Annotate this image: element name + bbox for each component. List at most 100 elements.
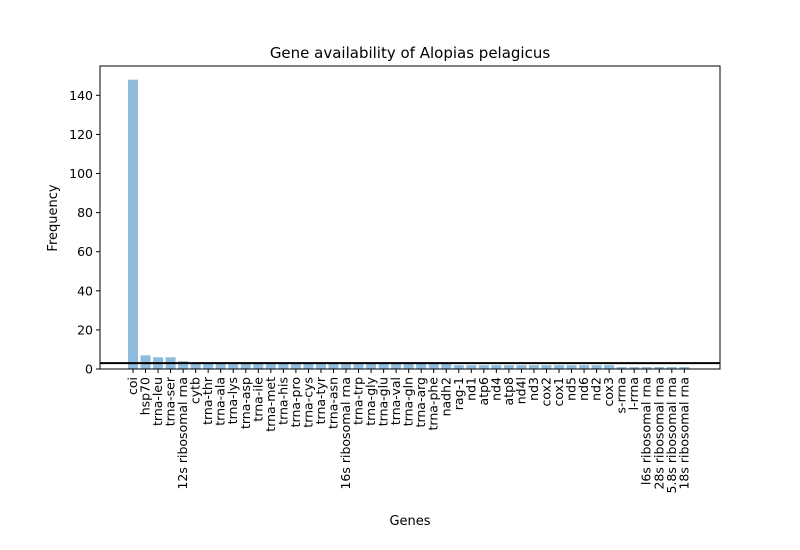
- bar-nd2: [591, 365, 602, 369]
- x-tick-label: trna-leu: [150, 377, 165, 426]
- x-tick-label: trna-ser: [163, 376, 178, 426]
- x-tick-label: coi: [125, 377, 140, 395]
- x-tick-label: s-rrna: [614, 377, 629, 413]
- x-tick-label: trna-cys: [300, 377, 315, 428]
- bar-atp8: [503, 365, 514, 369]
- y-tick-label: 20: [77, 322, 93, 337]
- x-tick-label: trna-asn: [325, 377, 340, 429]
- bar-trna-tyr: [315, 363, 326, 369]
- x-tick-label: 12s ribosomal rna: [175, 377, 190, 490]
- bar-trna-asp: [240, 363, 251, 369]
- x-tick-label: nd1: [463, 377, 478, 401]
- bar-trna-ala: [215, 363, 226, 369]
- bar-trna-gly: [366, 363, 377, 369]
- x-tick-label: trna-lys: [225, 377, 240, 424]
- x-tick-label: trna-glu: [376, 377, 391, 426]
- x-tick-label: trna-ile: [250, 377, 265, 422]
- x-tick-label: trna-phe: [426, 377, 441, 431]
- x-tick-label: nd3: [526, 377, 541, 401]
- bar-trna-pro: [290, 363, 301, 369]
- bar-5-8s-ribosomal-rna: [666, 367, 677, 369]
- y-tick-label: 100: [69, 166, 93, 181]
- x-tick-label: nd4: [488, 377, 503, 401]
- y-axis-label: Frequency: [46, 184, 61, 251]
- x-tick-label: atp8: [501, 377, 516, 405]
- y-tick-label: 60: [77, 244, 93, 259]
- x-tick-label: 18s ribosomal rna: [676, 377, 691, 490]
- bar-28s-ribosomal-rna: [654, 367, 665, 369]
- x-tick-label: trna-met: [263, 377, 278, 432]
- bar-trna-thr: [203, 363, 214, 369]
- x-tick-label: trna-pro: [288, 377, 303, 427]
- x-tick-label: 16s ribosomal rna: [338, 377, 353, 490]
- x-axis-label: Genes: [389, 514, 430, 529]
- x-tick-label: trna-asp: [238, 377, 253, 429]
- x-tick-label: trna-tyr: [313, 376, 328, 424]
- y-tick-label: 0: [85, 362, 93, 377]
- y-tick-label: 140: [69, 88, 93, 103]
- bar-nd6: [579, 365, 590, 369]
- bar-nd5: [566, 365, 577, 369]
- bar-trna-cys: [303, 363, 314, 369]
- bar-nd1: [466, 365, 477, 369]
- bar-12s-ribosomal-rna: [178, 361, 189, 369]
- x-tick-label: l6s ribosomal rna: [639, 377, 654, 485]
- x-tick-label: 28s ribosomal rna: [651, 377, 666, 490]
- bar-trna-his: [278, 363, 289, 369]
- bar-cox3: [604, 365, 615, 369]
- bar-trna-val: [391, 363, 402, 369]
- bar-nd3: [528, 365, 539, 369]
- x-tick-label: l-rrna: [626, 377, 641, 410]
- chart-title: Gene availability of Alopias pelagicus: [270, 44, 551, 62]
- bar-rag-1: [453, 365, 464, 369]
- x-tick-label: nd4l: [513, 377, 528, 404]
- x-tick-label: trna-val: [388, 377, 403, 425]
- x-tick-label: nadh2: [438, 377, 453, 416]
- y-axis: 0 20 40 60 80 100 120 140: [69, 88, 100, 377]
- bar-trna-trp: [353, 363, 364, 369]
- bar-trna-glu: [378, 363, 389, 369]
- bar-trna-ile: [253, 363, 264, 369]
- x-tick-label: rag-1: [451, 377, 466, 410]
- bar-cox2: [541, 365, 552, 369]
- bar-nd4l: [516, 365, 527, 369]
- bar-trna-phe: [428, 363, 439, 369]
- bar-trna-arg: [416, 363, 427, 369]
- x-tick-label: cox3: [601, 377, 616, 407]
- x-tick-label: trna-trp: [351, 377, 366, 425]
- bar-atp6: [478, 365, 489, 369]
- plot-frame: [99, 65, 721, 370]
- x-tick-label: trna-his: [275, 377, 290, 425]
- x-tick-label: trna-gln: [401, 377, 416, 426]
- x-tick-label: atp6: [476, 377, 491, 405]
- x-tick-label: nd5: [564, 377, 579, 401]
- y-tick-label: 120: [69, 127, 93, 142]
- x-tick-label: hsp70: [138, 377, 153, 415]
- y-tick-label: 40: [77, 283, 93, 298]
- x-tick-label: cytb: [188, 377, 203, 404]
- x-tick-label: cox1: [551, 377, 566, 407]
- bar-trna-asn: [328, 363, 339, 369]
- bar-trna-met: [265, 363, 276, 369]
- bar-cox1: [554, 365, 565, 369]
- x-tick-label: trna-arg: [413, 377, 428, 427]
- bar-s-rrna: [616, 367, 627, 369]
- bar-l6s-ribosomal-rna: [641, 367, 652, 369]
- bars-group: [127, 79, 690, 369]
- x-tick-label: nd6: [576, 377, 591, 401]
- bar-trna-lys: [228, 363, 239, 369]
- y-tick-label: 80: [77, 205, 93, 220]
- bar-nadh2: [441, 363, 452, 369]
- x-tick-label: trna-ala: [213, 377, 228, 426]
- x-tick-label: nd2: [589, 377, 604, 401]
- bar-cytb: [190, 363, 201, 369]
- bar-nd4: [491, 365, 502, 369]
- bar-18s-ribosomal-rna: [679, 367, 690, 369]
- bar-16s-ribosomal-rna: [340, 363, 352, 369]
- bar-trna-gln: [403, 363, 414, 369]
- x-tick-label: cox2: [538, 377, 553, 407]
- bar-l-rrna: [629, 367, 640, 369]
- x-tick-label: trna-gly: [363, 376, 378, 425]
